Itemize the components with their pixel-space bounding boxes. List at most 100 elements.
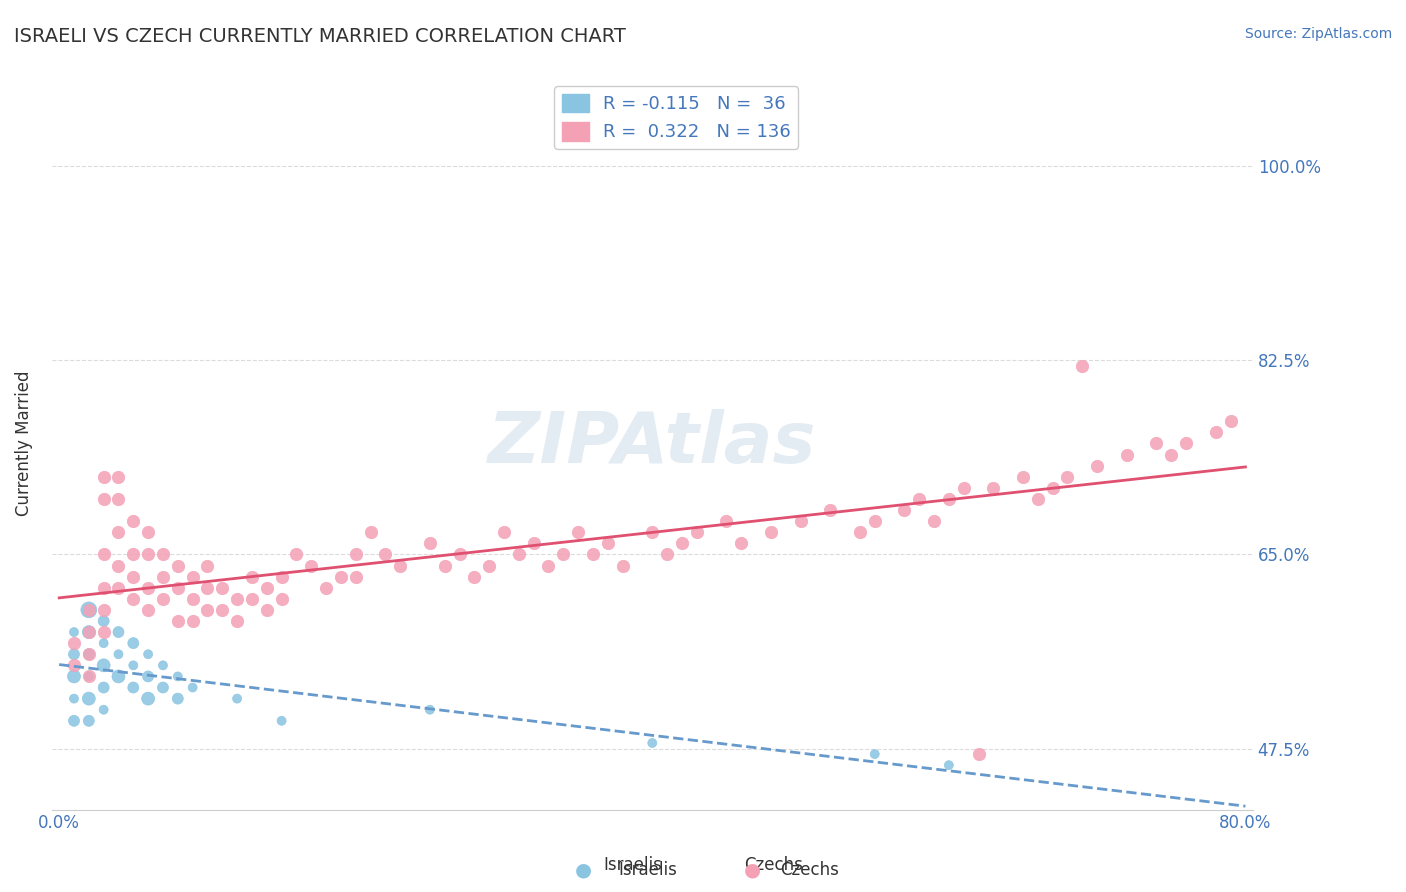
Point [166, 669, 188, 683]
Point [152, 548, 174, 562]
Point [93, 469, 115, 483]
Point [77, 691, 100, 706]
Point [122, 591, 145, 606]
Point [107, 581, 129, 595]
Point [256, 603, 278, 617]
Point [863, 747, 886, 761]
Point [152, 658, 174, 673]
Point [136, 647, 159, 661]
Point [166, 558, 188, 573]
Point [1042, 481, 1064, 495]
Point [360, 525, 382, 540]
Point [122, 658, 145, 673]
Point [136, 525, 159, 540]
Point [181, 614, 204, 628]
Point [922, 514, 945, 528]
Point [523, 536, 546, 550]
Point [93, 636, 115, 650]
Point [93, 703, 115, 717]
Point [93, 625, 115, 640]
Point [93, 614, 115, 628]
Point [344, 569, 367, 583]
Point [107, 669, 129, 683]
Point [226, 614, 249, 628]
Point [211, 581, 233, 595]
Y-axis label: Currently Married: Currently Married [15, 371, 32, 516]
Text: ●: ● [575, 860, 592, 880]
Point [226, 591, 249, 606]
Point [449, 548, 471, 562]
Point [166, 691, 188, 706]
Point [152, 591, 174, 606]
Point [1175, 436, 1198, 450]
Point [863, 514, 886, 528]
Point [671, 536, 693, 550]
Point [63, 636, 86, 650]
Point [166, 581, 188, 595]
Point [893, 503, 915, 517]
Text: ●: ● [744, 860, 761, 880]
Point [270, 591, 292, 606]
Point [908, 491, 931, 506]
Point [1205, 425, 1227, 440]
Point [136, 691, 159, 706]
Point [63, 647, 86, 661]
Point [77, 625, 100, 640]
Point [93, 548, 115, 562]
Point [849, 525, 872, 540]
Point [1160, 448, 1182, 462]
Point [122, 548, 145, 562]
Point [463, 569, 485, 583]
Point [107, 491, 129, 506]
Text: Israelis: Israelis [603, 856, 662, 874]
Point [181, 591, 204, 606]
Point [197, 603, 219, 617]
Point [122, 569, 145, 583]
Point [641, 736, 664, 750]
Point [270, 569, 292, 583]
Point [478, 558, 501, 573]
Point [77, 603, 100, 617]
Point [77, 647, 100, 661]
Point [270, 714, 292, 728]
Point [759, 525, 782, 540]
Point [77, 625, 100, 640]
Point [136, 603, 159, 617]
Text: Czechs: Czechs [780, 861, 839, 879]
Point [107, 625, 129, 640]
Point [77, 647, 100, 661]
Point [93, 658, 115, 673]
Point [938, 491, 960, 506]
Point [315, 581, 337, 595]
Point [93, 491, 115, 506]
Point [256, 581, 278, 595]
Point [967, 747, 990, 761]
Point [492, 525, 515, 540]
Point [181, 569, 204, 583]
Text: ZIPAtlas: ZIPAtlas [488, 409, 817, 478]
Point [789, 514, 811, 528]
Point [389, 558, 412, 573]
Point [122, 514, 145, 528]
Point [152, 681, 174, 695]
Point [730, 536, 752, 550]
Point [419, 536, 441, 550]
Point [93, 581, 115, 595]
Point [63, 691, 86, 706]
Point [240, 591, 263, 606]
Point [136, 581, 159, 595]
Point [582, 548, 605, 562]
Point [197, 558, 219, 573]
Point [240, 569, 263, 583]
Point [197, 581, 219, 595]
Point [938, 758, 960, 772]
Point [136, 548, 159, 562]
Text: Czechs: Czechs [744, 856, 803, 874]
Point [152, 569, 174, 583]
Point [641, 525, 664, 540]
Point [136, 669, 159, 683]
Point [983, 481, 1005, 495]
Point [77, 669, 100, 683]
Point [1146, 436, 1168, 450]
Text: Israelis: Israelis [619, 861, 678, 879]
